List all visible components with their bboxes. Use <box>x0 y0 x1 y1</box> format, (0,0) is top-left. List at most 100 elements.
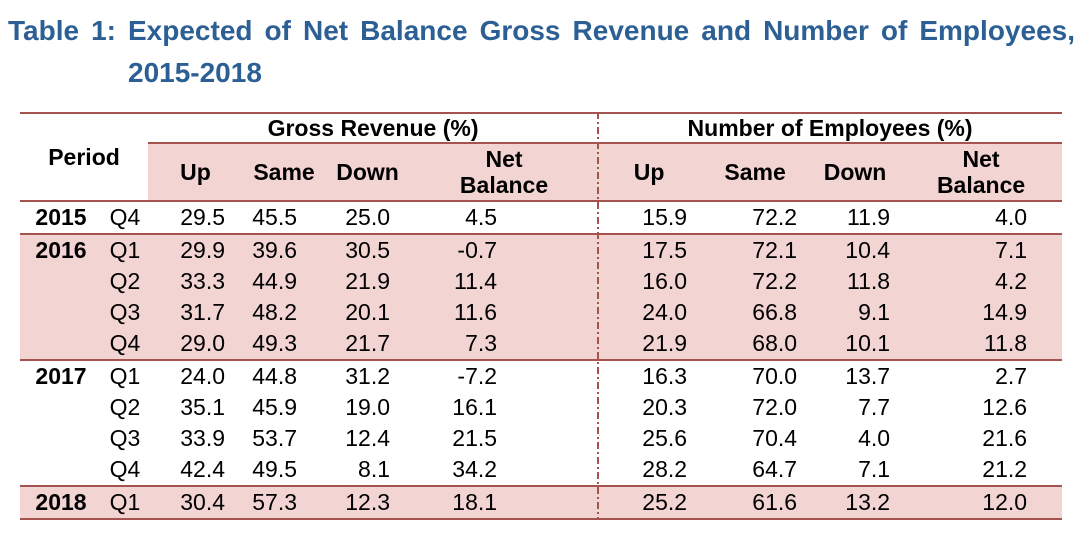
year-cell <box>20 297 102 328</box>
gross-revenue-value-cell: 8.1 <box>358 456 391 482</box>
gross-revenue-value-cell: 39.6 <box>243 233 326 266</box>
ne-down-header: Down <box>810 143 901 202</box>
table-row: 2018 Q1 30.4 57.3 12.3 18.1 25.2 61.6 13.2 12.0 <box>20 485 1063 519</box>
employees-value-cell: 64.7 <box>752 456 798 482</box>
employees-value-cell: 61.6 <box>700 485 811 519</box>
quarter-cell: Q2 <box>109 394 141 420</box>
employees-value-cell: 14.9 <box>900 297 1063 328</box>
table-title: Table 1: Expected of Net Balance Gross R… <box>8 10 1075 94</box>
year-cell <box>20 392 102 423</box>
employees-value-cell: 11.8 <box>810 266 901 297</box>
gross-revenue-value-cell: 18.1 <box>410 485 599 519</box>
ne-net-balance-header: Net Balance <box>900 143 1063 202</box>
gross-revenue-value-cell: 31.7 <box>148 297 244 328</box>
gr-same-header: Same <box>243 143 326 202</box>
data-table: Period Gross Revenue (%) Number of Emplo… <box>20 112 1063 520</box>
employees-value-cell: 66.8 <box>700 297 811 328</box>
employees-value-cell: 21.9 <box>598 328 701 360</box>
quarter-cell: Q1 <box>102 359 149 392</box>
gross-revenue-value-cell: 49.3 <box>243 328 326 360</box>
gross-revenue-value-cell: 16.1 <box>452 394 498 420</box>
table-row: Q4 42.4 49.5 8.1 34.2 28.2 64.7 7.1 21.2 <box>20 454 1062 486</box>
employees-value-cell: 7.1 <box>900 233 1063 266</box>
year-cell: 2017 <box>20 359 102 392</box>
table-row: 2017 Q1 24.0 44.8 31.2 -7.2 16.3 70.0 13.7 2.7 <box>20 359 1063 392</box>
table-title-line1: Table 1: Expected of Net Balance Gross R… <box>8 15 1075 46</box>
quarter-cell: Q2 <box>102 266 149 297</box>
gross-revenue-value-cell: 33.9 <box>180 425 226 451</box>
employees-value-cell: 24.0 <box>598 297 701 328</box>
gross-revenue-value-cell: 53.7 <box>252 425 298 451</box>
table-row: Q4 29.0 49.3 21.7 7.3 21.9 68.0 10.1 11.8 <box>20 328 1063 360</box>
gross-revenue-value-cell: -7.2 <box>410 359 599 392</box>
ne-up-header: Up <box>598 143 701 202</box>
employees-value-cell: 16.0 <box>598 266 701 297</box>
gross-revenue-value-cell: 57.3 <box>243 485 326 519</box>
employees-value-cell: 21.2 <box>982 456 1028 482</box>
gr-down-header: Down <box>325 143 411 202</box>
ne-same-header: Same <box>700 143 811 202</box>
employees-value-cell: 12.0 <box>900 485 1063 519</box>
table-title-line2: 2015-2018 <box>128 57 262 88</box>
gross-revenue-value-cell: 21.9 <box>325 266 411 297</box>
table-row: Q2 35.1 45.9 19.0 16.1 20.3 72.0 7.7 12.6 <box>20 392 1062 423</box>
employees-value-cell: 4.0 <box>995 204 1028 230</box>
header-group-row: Period Gross Revenue (%) Number of Emplo… <box>20 113 1063 202</box>
gross-revenue-value-cell: 20.1 <box>325 297 411 328</box>
gross-revenue-value-cell: 33.3 <box>148 266 244 297</box>
gross-revenue-value-cell: 48.2 <box>243 297 326 328</box>
gr-net-balance-header: Net Balance <box>410 143 599 202</box>
gross-revenue-value-cell: 30.5 <box>325 233 411 266</box>
employees-value-cell: 13.7 <box>810 359 901 392</box>
employees-value-cell: 28.2 <box>642 456 688 482</box>
employees-value-cell: 7.1 <box>858 456 891 482</box>
year-cell <box>20 266 102 297</box>
year-cell: 2016 <box>20 233 102 266</box>
gross-revenue-value-cell: 29.0 <box>148 328 244 360</box>
employees-value-cell: 15.9 <box>642 204 688 230</box>
employees-value-cell: 2.7 <box>900 359 1063 392</box>
gross-revenue-value-cell: 12.4 <box>345 425 391 451</box>
employees-value-cell: 25.6 <box>642 425 688 451</box>
table-row: Q3 31.7 48.2 20.1 11.6 24.0 66.8 9.1 14.9 <box>20 297 1063 328</box>
gross-revenue-value-cell: 11.4 <box>410 266 599 297</box>
quarter-cell: Q4 <box>102 328 149 360</box>
gross-revenue-value-cell: 7.3 <box>410 328 599 360</box>
gross-revenue-value-cell: 29.9 <box>148 233 244 266</box>
gross-revenue-value-cell: 21.5 <box>452 425 498 451</box>
table-row: Q2 33.3 44.9 21.9 11.4 16.0 72.2 11.8 4.2 <box>20 266 1063 297</box>
gross-revenue-value-cell: 24.0 <box>148 359 244 392</box>
employees-value-cell: 70.4 <box>752 425 798 451</box>
quarter-cell: Q1 <box>102 233 149 266</box>
gross-revenue-value-cell: 4.5 <box>465 204 498 230</box>
quarter-cell: Q4 <box>109 456 141 482</box>
gross-revenue-value-cell: 29.5 <box>180 204 226 230</box>
gross-revenue-value-cell: 30.4 <box>148 485 244 519</box>
employees-value-cell: 68.0 <box>700 328 811 360</box>
gross-revenue-value-cell: 11.6 <box>410 297 599 328</box>
employees-value-cell: 13.2 <box>810 485 901 519</box>
gross-revenue-value-cell: 19.0 <box>345 394 391 420</box>
year-cell: 2018 <box>20 485 102 519</box>
table-row: Q3 33.9 53.7 12.4 21.5 25.6 70.4 4.0 21.6 <box>20 423 1062 454</box>
gross-revenue-value-cell: 25.0 <box>345 204 391 230</box>
employees-value-cell: 12.6 <box>982 394 1028 420</box>
employees-value-cell: 20.3 <box>642 394 688 420</box>
gross-revenue-value-cell: 45.9 <box>252 394 298 420</box>
header-sub-row: Up Same Down Net Balance Up Same Down Ne… <box>20 143 1063 202</box>
employees-value-cell: 72.1 <box>700 233 811 266</box>
gross-revenue-value-cell: 34.2 <box>452 456 498 482</box>
year-cell: 2015 <box>35 204 87 230</box>
employees-value-cell: 72.2 <box>700 266 811 297</box>
employees-value-cell: 10.1 <box>810 328 901 360</box>
gross-revenue-value-cell: 21.7 <box>325 328 411 360</box>
employees-value-cell: 72.0 <box>752 394 798 420</box>
quarter-cell: Q1 <box>102 485 149 519</box>
year-cell <box>20 423 102 454</box>
employees-value-cell: 16.3 <box>598 359 701 392</box>
employees-value-cell: 4.2 <box>900 266 1063 297</box>
gr-up-header: Up <box>148 143 244 202</box>
gross-revenue-value-cell: 12.3 <box>325 485 411 519</box>
gross-revenue-value-cell: 31.2 <box>325 359 411 392</box>
